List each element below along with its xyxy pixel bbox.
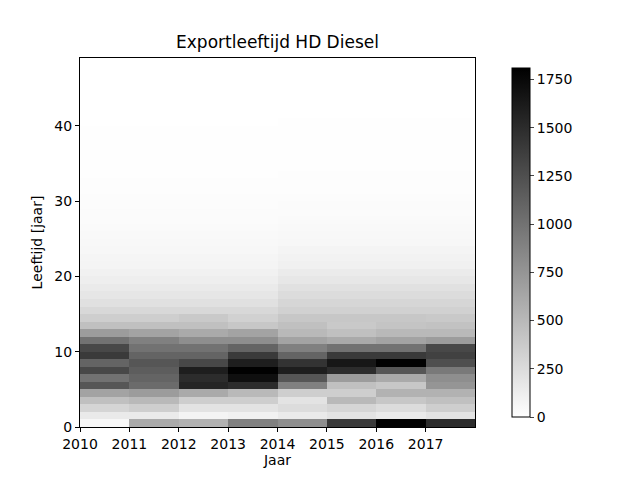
svg-text:Leeftijd [jaar]: Leeftijd [jaar]: [29, 196, 45, 290]
svg-text:40: 40: [54, 118, 72, 134]
svg-text:1000: 1000: [537, 216, 573, 232]
svg-text:Jaar: Jaar: [263, 452, 291, 468]
svg-text:750: 750: [537, 264, 564, 280]
svg-text:2010: 2010: [62, 436, 98, 452]
svg-text:0: 0: [63, 419, 72, 435]
svg-text:1250: 1250: [537, 168, 573, 184]
svg-text:20: 20: [54, 268, 72, 284]
svg-text:2012: 2012: [161, 436, 197, 452]
svg-text:30: 30: [54, 193, 72, 209]
svg-text:10: 10: [54, 344, 72, 360]
svg-text:2017: 2017: [408, 436, 444, 452]
svg-text:2015: 2015: [309, 436, 345, 452]
svg-text:2014: 2014: [260, 436, 296, 452]
svg-text:Exportleeftijd HD Diesel: Exportleeftijd HD Diesel: [176, 32, 379, 52]
svg-text:0: 0: [537, 409, 546, 425]
svg-text:2016: 2016: [358, 436, 394, 452]
svg-text:2011: 2011: [112, 436, 148, 452]
svg-text:1500: 1500: [537, 120, 573, 136]
svg-text:2013: 2013: [210, 436, 246, 452]
svg-text:250: 250: [537, 361, 564, 377]
svg-text:500: 500: [537, 312, 564, 328]
svg-text:1750: 1750: [537, 71, 573, 87]
